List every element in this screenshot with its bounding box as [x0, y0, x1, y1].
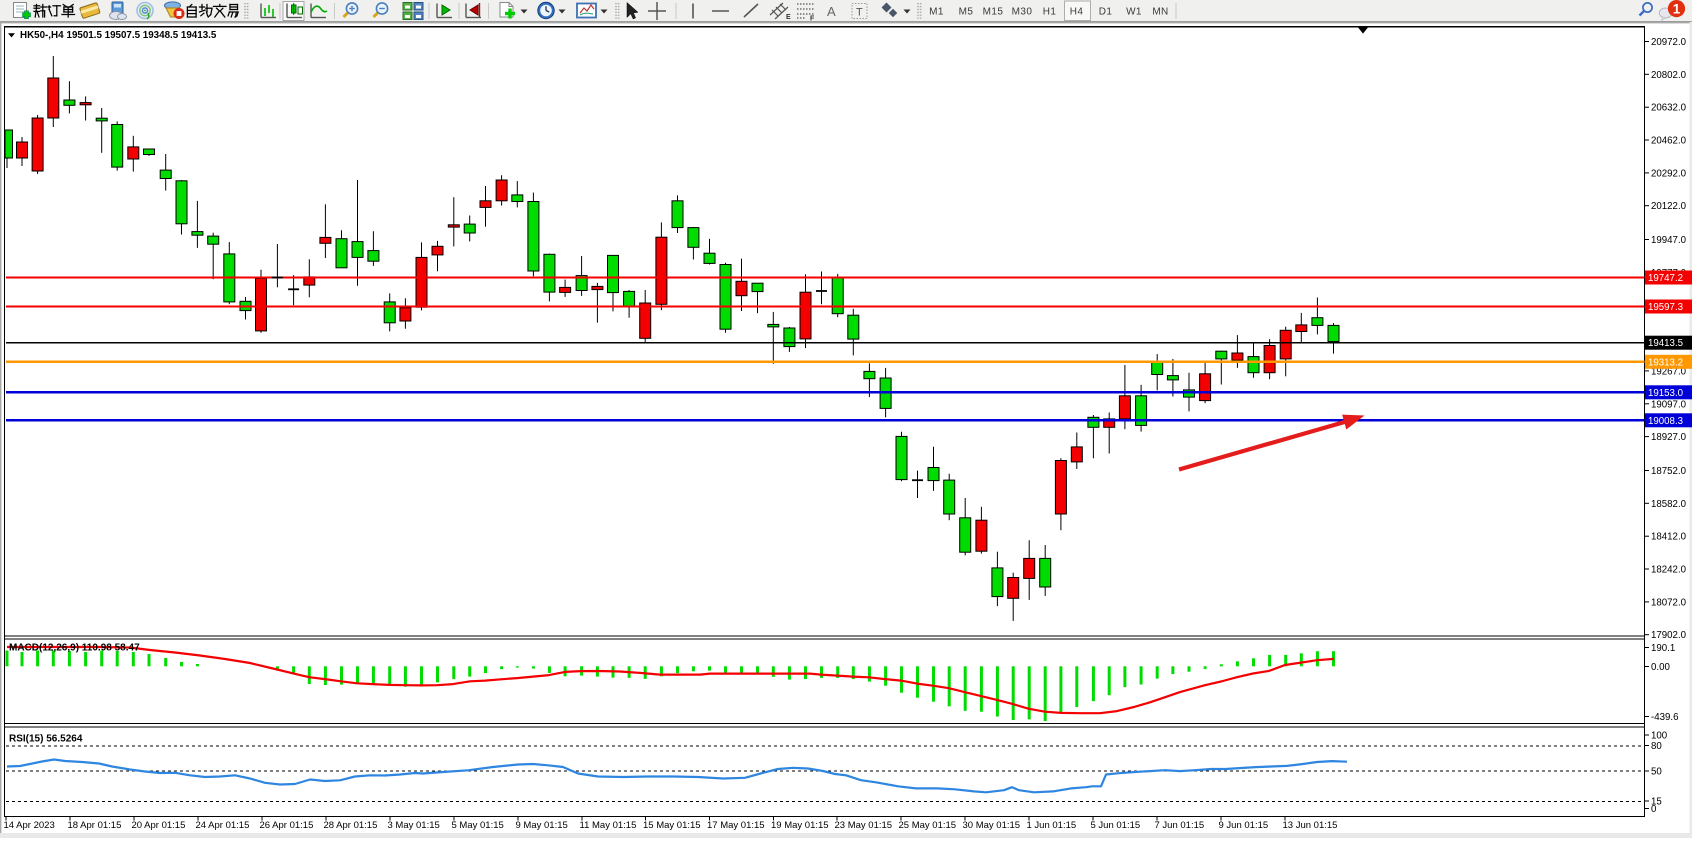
svg-text:D1: D1	[1099, 7, 1113, 18]
svg-text:20462.0: 20462.0	[1651, 136, 1687, 147]
svg-text:100: 100	[1651, 731, 1668, 742]
svg-text:M1: M1	[929, 7, 944, 18]
svg-text:F: F	[810, 16, 815, 23]
svg-text:19501.5 19507.5 19348.5 19413.: 19501.5 19507.5 19348.5 19413.5	[67, 30, 217, 41]
svg-text:80: 80	[1651, 741, 1662, 752]
svg-text:11 May 01:15: 11 May 01:15	[580, 820, 637, 831]
svg-text:3 May 01:15: 3 May 01:15	[388, 820, 440, 831]
svg-text:M30: M30	[1012, 7, 1033, 18]
svg-text:19947.0: 19947.0	[1651, 235, 1687, 246]
svg-text:5 Jun 01:15: 5 Jun 01:15	[1091, 820, 1141, 831]
svg-text:19008.3: 19008.3	[1648, 416, 1683, 427]
svg-text:H1: H1	[1043, 7, 1057, 18]
svg-text:19153.0: 19153.0	[1648, 388, 1684, 399]
svg-text:19313.2: 19313.2	[1648, 357, 1683, 368]
svg-text:190.1: 190.1	[1651, 643, 1675, 654]
svg-text:18 Apr 01:15: 18 Apr 01:15	[68, 820, 122, 831]
svg-text:9 Jun 01:15: 9 Jun 01:15	[1219, 820, 1269, 831]
svg-text:0: 0	[1651, 804, 1657, 815]
svg-text:18072.0: 18072.0	[1651, 597, 1687, 608]
svg-text:7 Jun 01:15: 7 Jun 01:15	[1155, 820, 1205, 831]
svg-text:-439.6: -439.6	[1651, 712, 1678, 723]
svg-text:H4: H4	[1070, 7, 1084, 18]
svg-text:9 May 01:15: 9 May 01:15	[516, 820, 568, 831]
svg-text:E: E	[786, 14, 791, 21]
svg-text:17902.0: 17902.0	[1651, 630, 1687, 641]
svg-text:20 Apr 01:15: 20 Apr 01:15	[132, 820, 186, 831]
svg-text:20632.0: 20632.0	[1651, 103, 1687, 114]
svg-text:0.00: 0.00	[1651, 662, 1670, 673]
svg-text:25 May 01:15: 25 May 01:15	[899, 820, 957, 831]
svg-text:20122.0: 20122.0	[1651, 201, 1687, 212]
svg-text:18752.0: 18752.0	[1651, 466, 1687, 477]
svg-text:T: T	[856, 7, 863, 19]
svg-text:19413.5: 19413.5	[1648, 338, 1683, 349]
svg-text:50: 50	[1651, 767, 1662, 778]
svg-text:19747.2: 19747.2	[1648, 273, 1683, 284]
svg-text:M5: M5	[959, 7, 974, 18]
svg-text:HK50-,H4: HK50-,H4	[20, 30, 64, 41]
svg-text:20972.0: 20972.0	[1651, 37, 1687, 48]
svg-text:23 May 01:15: 23 May 01:15	[835, 820, 893, 831]
svg-text:17 May 01:15: 17 May 01:15	[707, 820, 765, 831]
svg-text:14 Apr 2023: 14 Apr 2023	[4, 820, 55, 831]
svg-text:18927.0: 18927.0	[1651, 432, 1687, 443]
svg-text:19 May 01:15: 19 May 01:15	[771, 820, 829, 831]
svg-text:1: 1	[1673, 2, 1681, 17]
svg-text:MACD(12,26,9) 110.98 58.47: MACD(12,26,9) 110.98 58.47	[9, 643, 140, 654]
svg-text:18242.0: 18242.0	[1651, 565, 1687, 576]
svg-text:30 May 01:15: 30 May 01:15	[963, 820, 1021, 831]
svg-text:18412.0: 18412.0	[1651, 532, 1687, 543]
svg-text:20802.0: 20802.0	[1651, 70, 1687, 81]
svg-text:5 May 01:15: 5 May 01:15	[452, 820, 504, 831]
svg-text:RSI(15) 56.5264: RSI(15) 56.5264	[9, 734, 83, 745]
svg-text:1 Jun 01:15: 1 Jun 01:15	[1027, 820, 1077, 831]
svg-text:20292.0: 20292.0	[1651, 168, 1687, 179]
svg-text:24 Apr 01:15: 24 Apr 01:15	[196, 820, 250, 831]
svg-text:26 Apr 01:15: 26 Apr 01:15	[260, 820, 314, 831]
svg-text:18582.0: 18582.0	[1651, 499, 1687, 510]
svg-text:M15: M15	[983, 7, 1004, 18]
svg-text:A: A	[827, 4, 836, 19]
svg-text:13 Jun 01:15: 13 Jun 01:15	[1283, 820, 1338, 831]
svg-text:28 Apr 01:15: 28 Apr 01:15	[324, 820, 378, 831]
svg-text:15 May 01:15: 15 May 01:15	[643, 820, 701, 831]
svg-text:W1: W1	[1126, 7, 1142, 18]
svg-text:19097.0: 19097.0	[1651, 399, 1687, 410]
svg-text:MN: MN	[1152, 7, 1168, 18]
svg-text:19597.3: 19597.3	[1648, 302, 1683, 313]
